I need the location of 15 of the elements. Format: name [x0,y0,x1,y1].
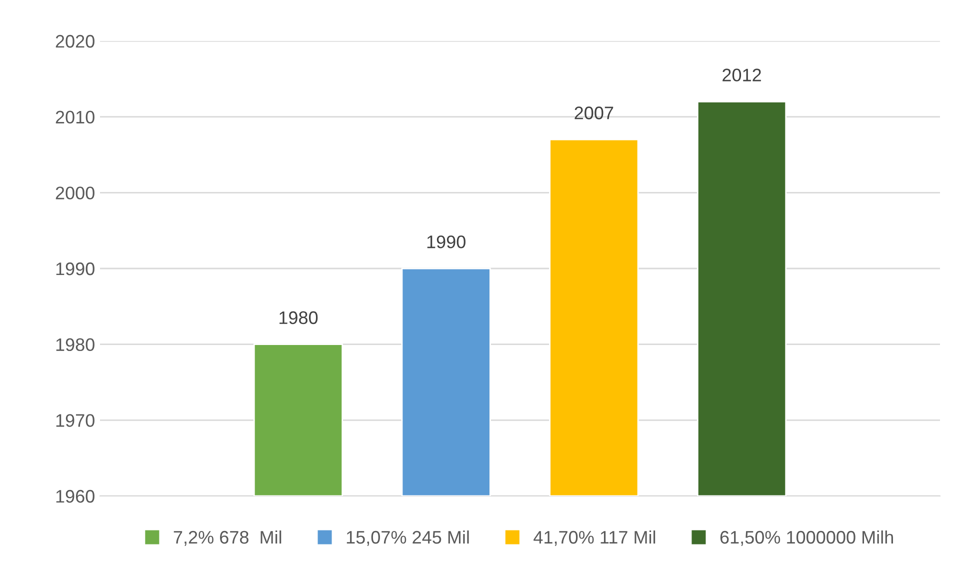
data-label: 1990 [427,235,466,248]
y-tick-label: 1960 [56,490,94,503]
data-label: 2007 [574,106,614,120]
data-label: 1980 [280,311,318,324]
legend-label: 61,50% 1000000 Milh [720,530,893,546]
y-tick-label: 2020 [56,34,94,48]
data-label: 2012 [722,68,761,82]
legend-label: 15,07% 245 Mil [346,530,469,546]
y-tick-label: 2010 [56,110,94,124]
y-tick-label: 1970 [56,414,94,427]
y-tick-label: 1990 [56,262,94,276]
y-tick-label: 1980 [56,338,94,352]
legend-label: 7,2% 678 Mil [174,530,282,546]
legend-label: 41,70% 117 Mil [534,530,656,546]
y-tick-label: 2000 [56,186,94,200]
